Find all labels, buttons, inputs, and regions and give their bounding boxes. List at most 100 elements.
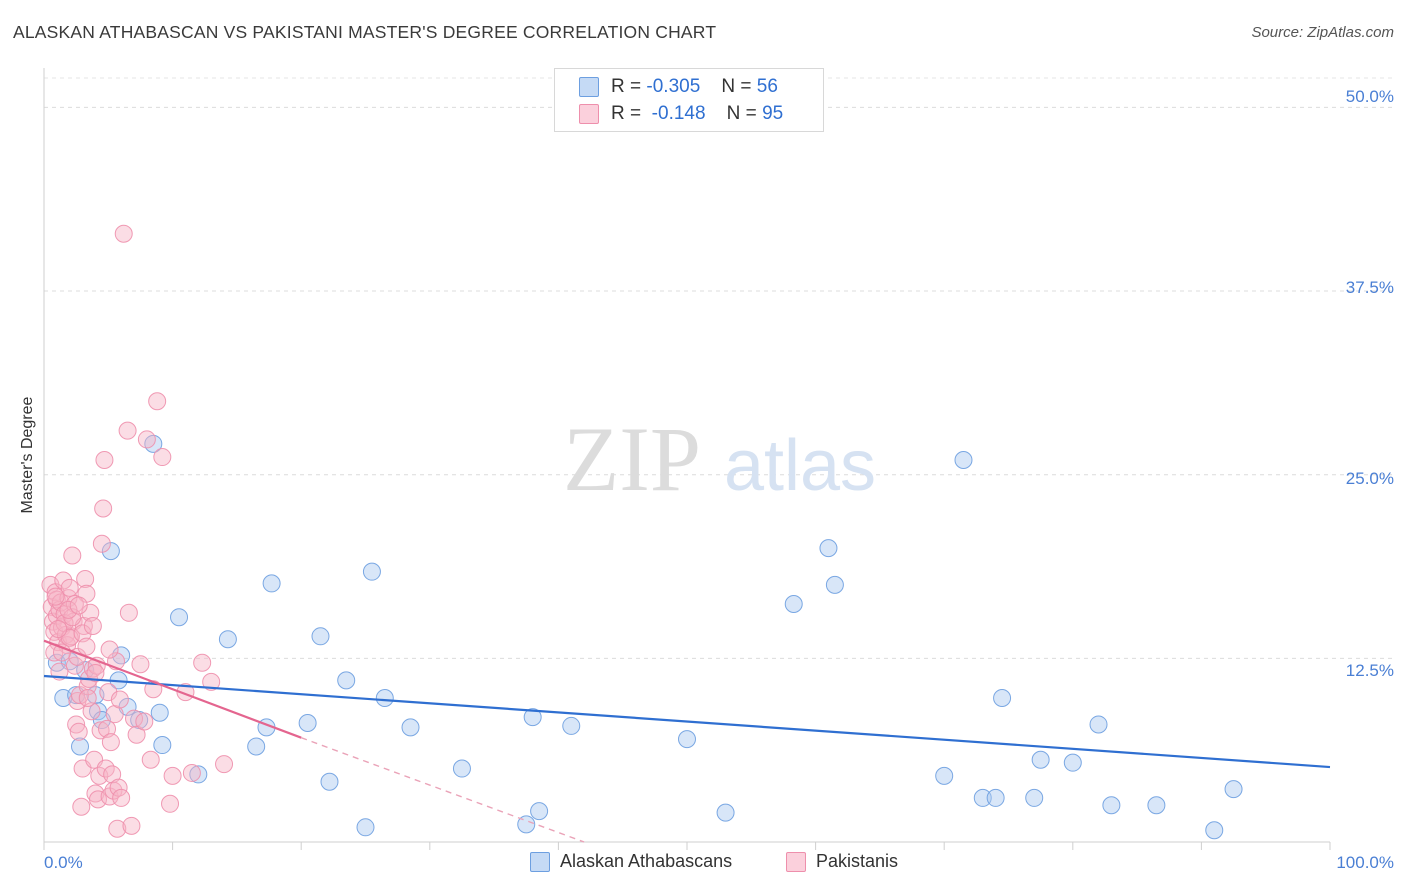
pakistani-point bbox=[148, 392, 167, 411]
legend-n-value: 95 bbox=[762, 103, 784, 124]
legend-swatch-blue bbox=[579, 77, 599, 97]
athabascan-point bbox=[337, 671, 356, 690]
series-swatch-pink bbox=[786, 851, 806, 872]
legend-r-value: -0.305 bbox=[646, 76, 701, 97]
athabascan-point bbox=[1025, 788, 1044, 807]
pakistani-point bbox=[60, 578, 79, 597]
pakistani-point bbox=[86, 664, 105, 683]
pakistani-point bbox=[49, 619, 68, 638]
pakistani-point bbox=[76, 570, 95, 589]
athabascan-point bbox=[784, 594, 803, 613]
legend-row-athabascan: R = -0.305 N = 56 bbox=[579, 75, 778, 99]
pakistani-point bbox=[118, 421, 137, 440]
pakistani-point bbox=[141, 750, 160, 769]
pakistani-point bbox=[101, 733, 120, 752]
athabascan-point bbox=[218, 630, 237, 649]
legend-n-prefix: N = bbox=[721, 76, 752, 97]
pakistani-point bbox=[119, 603, 138, 622]
pakistani-point bbox=[103, 765, 122, 784]
athabascan-point bbox=[1089, 715, 1108, 734]
athabascan-point bbox=[530, 802, 549, 821]
athabascan-point bbox=[320, 772, 339, 791]
pakistani-point bbox=[109, 778, 128, 797]
x-tick-label-min: 0.0% bbox=[44, 853, 83, 872]
pakistani-point bbox=[69, 596, 88, 615]
athabascan-point bbox=[562, 716, 581, 735]
athabascan-point bbox=[973, 788, 992, 807]
legend-n-prefix: N = bbox=[726, 103, 757, 124]
pakistani-point bbox=[202, 672, 221, 691]
legend-row-pakistani: R = -0.148 N = 95 bbox=[579, 102, 783, 126]
athabascan-point bbox=[101, 542, 120, 561]
pakistani-point bbox=[112, 788, 131, 807]
athabascan-point bbox=[401, 718, 420, 737]
pakistani-point bbox=[81, 603, 100, 622]
legend-r-prefix: R = bbox=[611, 76, 642, 97]
pakistani-point bbox=[193, 653, 212, 672]
athabascan-point bbox=[716, 803, 735, 822]
pakistani-point bbox=[92, 534, 111, 553]
pakistani-point bbox=[83, 617, 102, 636]
pakistani-point bbox=[67, 715, 86, 734]
athabascan-point bbox=[1147, 796, 1166, 815]
athabascan-point bbox=[1031, 750, 1050, 769]
athabascan-point bbox=[262, 574, 281, 593]
athabascan-point bbox=[375, 689, 394, 708]
pakistani-point bbox=[161, 794, 180, 813]
athabascan-point bbox=[935, 766, 954, 785]
y-tick-label: 25.0% bbox=[1345, 469, 1394, 488]
series-legend-athabascan: Alaskan Athabascans bbox=[530, 851, 732, 872]
pakistani-point bbox=[63, 546, 82, 565]
watermark-zip: ZIP bbox=[563, 408, 701, 510]
pakistani-point bbox=[72, 797, 91, 816]
y-tick-label: 37.5% bbox=[1345, 278, 1394, 297]
chart-source: Source: ZipAtlas.com bbox=[1251, 24, 1394, 41]
pakistani-point bbox=[135, 712, 154, 731]
athabascan-point bbox=[678, 730, 696, 749]
pakistani-point bbox=[137, 430, 156, 449]
athabascan-point bbox=[112, 646, 131, 665]
pakistani-point bbox=[100, 640, 119, 659]
y-tick-label: 12.5% bbox=[1345, 661, 1394, 680]
pakistani-point bbox=[54, 571, 73, 590]
legend-r-prefix: R = bbox=[611, 103, 642, 124]
correlation-legend: R = -0.305 N = 56 R = -0.148 N = 95 bbox=[554, 68, 824, 132]
athabascan-point bbox=[298, 713, 317, 732]
pakistani-point bbox=[182, 763, 201, 782]
series-legend-label: Pakistanis bbox=[816, 851, 899, 871]
chart-title: ALASKAN ATHABASCAN VS PAKISTANI MASTER'S… bbox=[13, 22, 717, 42]
pakistani-point bbox=[114, 224, 133, 243]
athabascan-point bbox=[986, 788, 1005, 807]
legend-swatch-pink bbox=[579, 104, 599, 124]
pakistani-point bbox=[91, 721, 110, 740]
athabascan-trend-line bbox=[43, 674, 1331, 769]
watermark-atlas: atlas bbox=[724, 426, 876, 506]
athabascan-point bbox=[189, 765, 208, 784]
pakistani-point bbox=[163, 766, 182, 785]
pakistani-point bbox=[108, 819, 127, 838]
athabascan-point bbox=[954, 451, 973, 469]
athabascan-point bbox=[362, 562, 381, 581]
athabascan-point bbox=[71, 737, 90, 756]
pakistani-point bbox=[46, 587, 65, 606]
legend-n-value: 56 bbox=[756, 76, 778, 97]
athabascan-point bbox=[247, 737, 266, 756]
pakistani-point bbox=[127, 725, 146, 744]
pakistani-trend-line bbox=[43, 639, 302, 739]
athabascan-point bbox=[825, 575, 844, 594]
athabascan-point bbox=[356, 818, 375, 837]
pakistani-point bbox=[104, 781, 123, 800]
athabascan-point bbox=[452, 759, 471, 778]
series-legend-pakistani: Pakistanis bbox=[786, 851, 898, 872]
pakistani-point bbox=[77, 637, 96, 656]
series-legend-label: Alaskan Athabascans bbox=[560, 851, 733, 871]
athabascan-point bbox=[1205, 821, 1224, 840]
legend-r-value: -0.148 bbox=[651, 103, 706, 124]
pakistani-point bbox=[69, 722, 88, 741]
athabascan-point bbox=[1224, 780, 1243, 799]
athabascan-point bbox=[150, 703, 169, 722]
pakistani-point bbox=[99, 683, 118, 702]
pakistani-point bbox=[94, 499, 113, 518]
pakistani-point bbox=[122, 816, 141, 835]
y-tick-label: 50.0% bbox=[1345, 87, 1394, 106]
